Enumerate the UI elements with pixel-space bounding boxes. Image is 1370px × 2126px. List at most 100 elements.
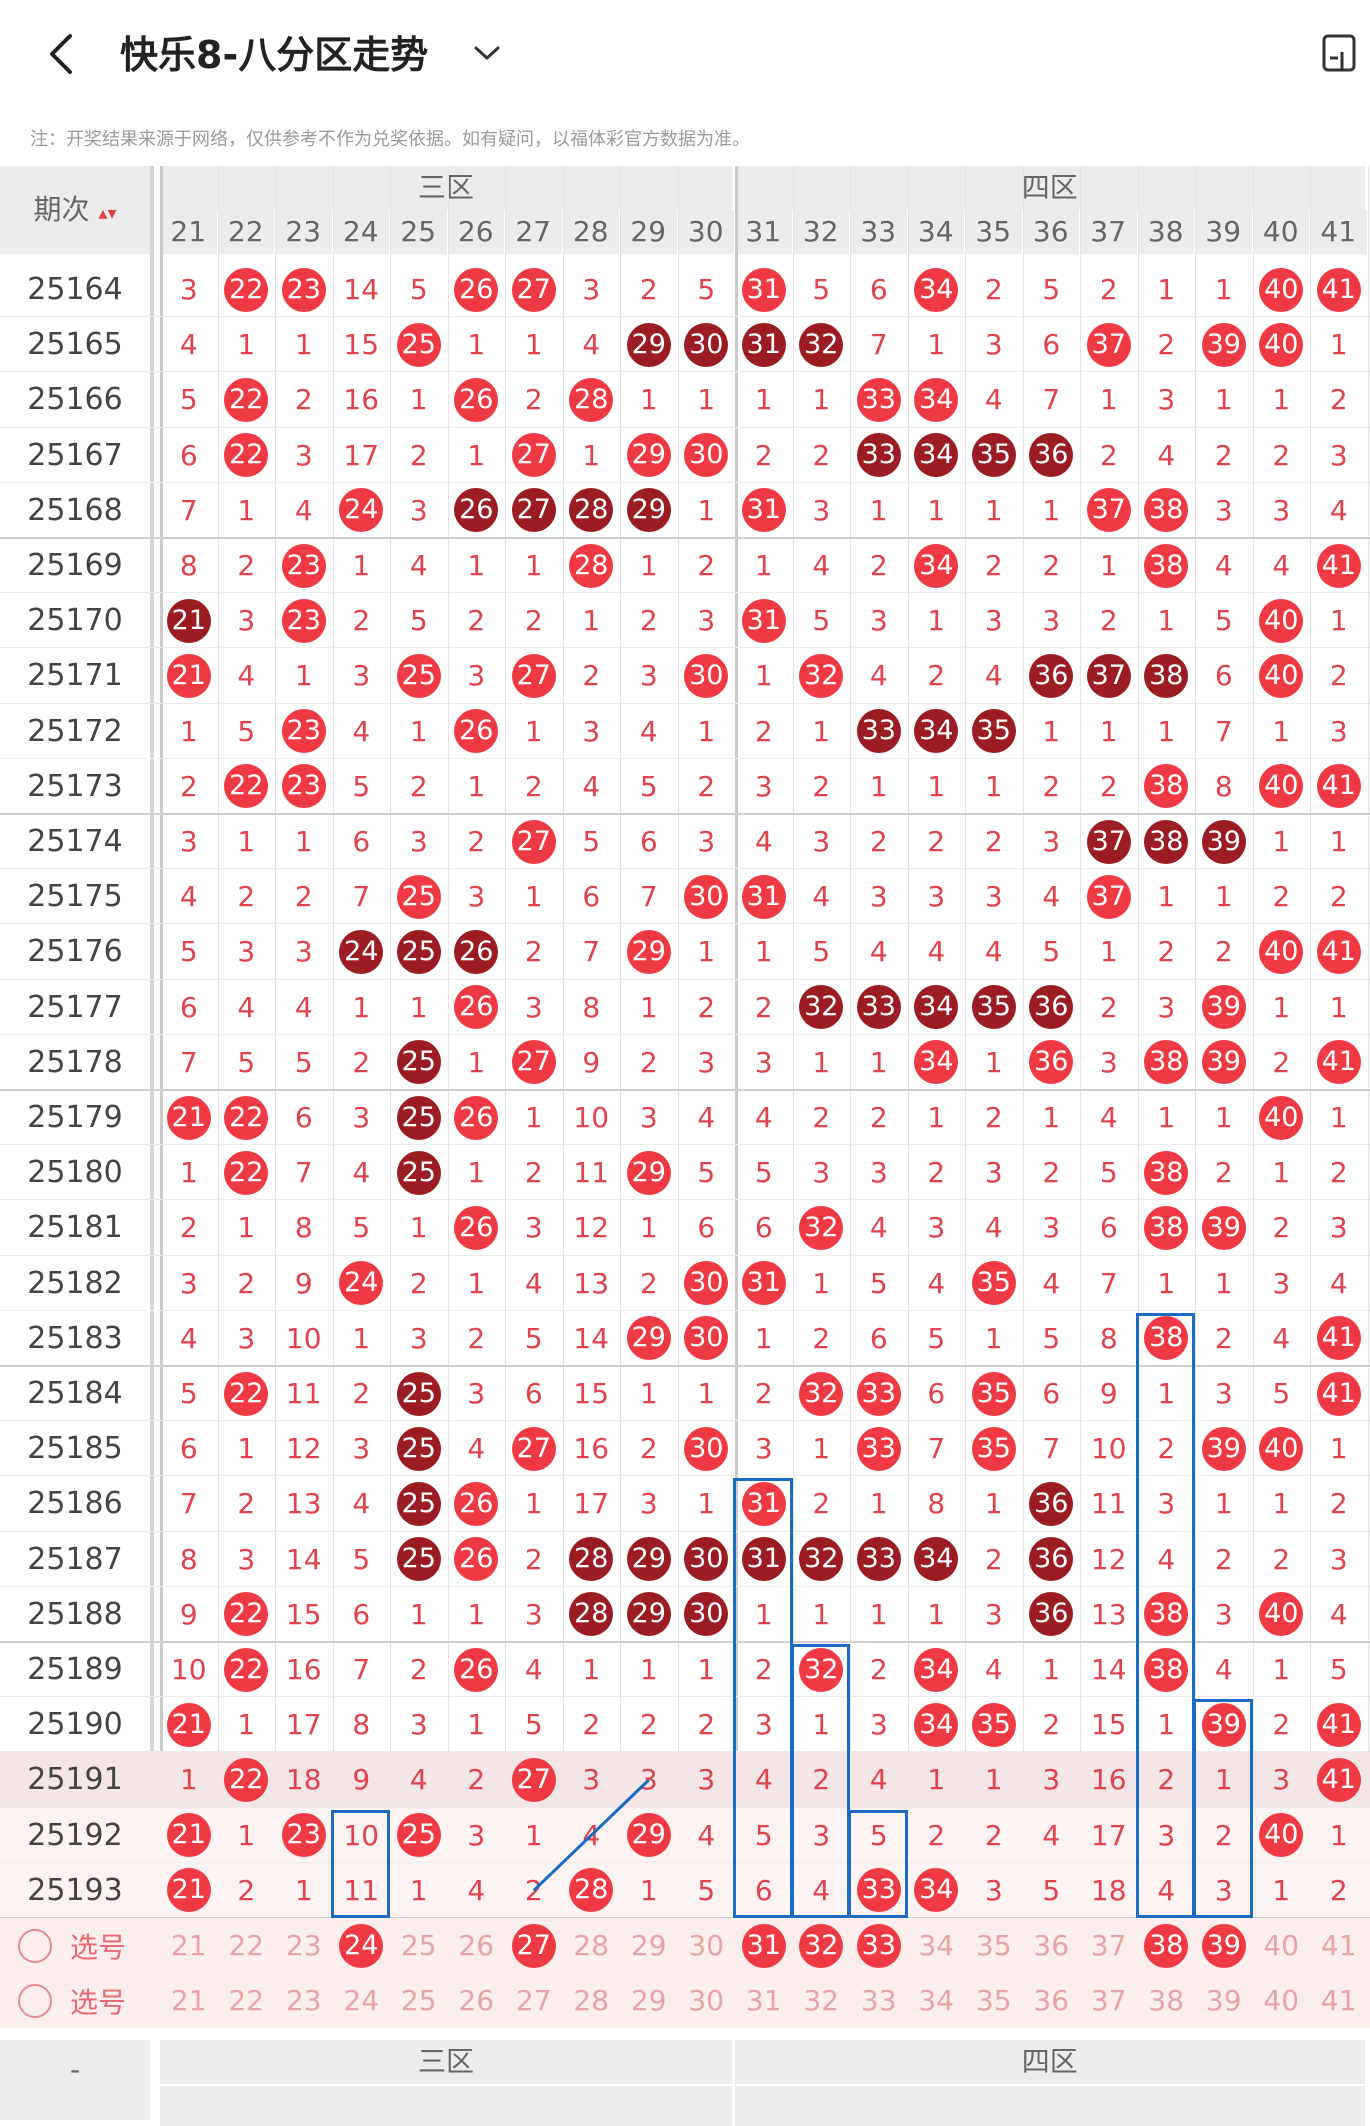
hit-ball: 30 [684, 1537, 729, 1582]
pick-number[interactable]: 21 [170, 1984, 207, 2018]
miss-count: 3 [467, 659, 486, 693]
miss-count: 3 [1272, 1763, 1291, 1797]
picked-ball[interactable]: 33 [856, 1923, 901, 1968]
hit-ball: 30 [684, 1316, 729, 1361]
pick-number[interactable]: 23 [285, 1984, 322, 2018]
pick-number[interactable]: 36 [1033, 1929, 1070, 1962]
hit-ball: 26 [454, 1206, 499, 1250]
issue-number: 25170 [27, 603, 123, 639]
pick-number[interactable]: 40 [1263, 1929, 1300, 1962]
chevron-down-icon[interactable] [470, 38, 504, 68]
pick-row-selector[interactable]: 选号 [0, 1918, 150, 1973]
miss-count: 18 [285, 1763, 322, 1797]
pick-number[interactable]: 27 [515, 1984, 552, 2018]
hit-ball: 41 [1316, 764, 1361, 809]
miss-count: 1 [1329, 990, 1348, 1024]
pick-number[interactable]: 41 [1320, 1929, 1357, 1962]
picked-ball[interactable]: 24 [339, 1923, 384, 1968]
pick-number[interactable]: 34 [918, 1984, 955, 2018]
miss-count: 16 [343, 383, 380, 417]
miss-count: 1 [237, 328, 256, 362]
miss-count: 1 [639, 1653, 658, 1686]
pick-number[interactable]: 26 [458, 1984, 495, 2018]
pick-number[interactable]: 33 [860, 1984, 897, 2018]
pick-number[interactable]: 30 [688, 1929, 725, 1962]
pick-number[interactable]: 24 [343, 1984, 380, 2018]
column-header-26: 26 [447, 210, 504, 254]
pick-number[interactable]: 26 [458, 1929, 495, 1962]
miss-count: 7 [639, 880, 658, 914]
pick-number[interactable]: 32 [803, 1984, 840, 2018]
pick-number[interactable]: 35 [975, 1929, 1012, 1962]
pick-number[interactable]: 38 [1148, 1984, 1185, 2018]
grid-vline [1022, 166, 1024, 2029]
miss-count: 1 [467, 769, 486, 803]
back-arrow-icon[interactable] [40, 30, 84, 78]
picked-ball[interactable]: 39 [1201, 1923, 1246, 1968]
issue-number: 25178 [27, 1044, 123, 1080]
issue-number: 25171 [27, 658, 123, 694]
miss-count: 4 [1042, 1818, 1061, 1852]
pick-number[interactable]: 37 [1090, 1929, 1127, 1962]
pick-number[interactable]: 40 [1263, 1984, 1300, 2018]
miss-count: 7 [294, 1156, 313, 1190]
miss-count: 1 [812, 1597, 831, 1631]
pick-number[interactable]: 21 [170, 1929, 207, 1962]
pick-number[interactable]: 25 [400, 1929, 437, 1962]
pick-number[interactable]: 29 [630, 1929, 667, 1962]
hit-ball: 25 [396, 930, 441, 974]
miss-count: 2 [812, 1763, 831, 1797]
picked-ball[interactable]: 27 [511, 1923, 556, 1968]
miss-count: 3 [754, 769, 773, 803]
pick-number[interactable]: 22 [228, 1984, 265, 2018]
pick-number[interactable]: 28 [573, 1984, 610, 2018]
radio-icon[interactable] [18, 1984, 52, 2019]
pick-number[interactable]: 31 [745, 1984, 782, 2018]
pick-number[interactable]: 39 [1205, 1984, 1242, 2018]
miss-count: 3 [294, 935, 313, 969]
hit-ball: 21 [166, 654, 211, 698]
pick-number[interactable]: 22 [228, 1929, 265, 1962]
pick-row-selector[interactable]: 选号 [0, 1973, 150, 2028]
issue-header[interactable]: 期次 ▴▾ [0, 166, 150, 254]
miss-count: 5 [524, 1708, 543, 1742]
hit-ball: 27 [511, 433, 556, 478]
hit-ball: 27 [511, 819, 556, 864]
pick-number[interactable]: 29 [630, 1984, 667, 2018]
hit-ball: 25 [396, 322, 441, 367]
miss-count: 1 [1329, 1818, 1348, 1852]
miss-count: 4 [1042, 880, 1061, 914]
pick-number[interactable]: 34 [918, 1929, 955, 1962]
pick-number[interactable]: 23 [285, 1929, 322, 1962]
picked-ball[interactable]: 38 [1144, 1923, 1189, 1968]
hit-ball: 21 [166, 1702, 211, 1747]
picked-ball[interactable]: 31 [741, 1923, 786, 1968]
sort-icon[interactable]: ▴▾ [98, 203, 117, 224]
row-divider [0, 371, 1370, 373]
view-toggle-icon[interactable] [1320, 32, 1362, 74]
miss-count: 1 [294, 1873, 313, 1907]
pick-number[interactable]: 35 [975, 1984, 1012, 2018]
picked-ball[interactable]: 32 [799, 1923, 844, 1968]
miss-count: 2 [1272, 880, 1291, 914]
pick-number[interactable]: 28 [573, 1929, 610, 1962]
hit-ball: 25 [396, 1482, 441, 1526]
miss-count: 7 [1042, 1432, 1061, 1466]
hit-ball: 22 [224, 1095, 269, 1140]
miss-count: 2 [467, 604, 486, 638]
miss-count: 2 [352, 604, 371, 638]
pick-number[interactable]: 25 [400, 1984, 437, 2018]
pick-number[interactable]: 41 [1320, 1984, 1357, 2018]
pick-number[interactable]: 30 [688, 1984, 725, 2018]
hit-ball: 38 [1144, 1040, 1189, 1085]
miss-count: 2 [467, 1763, 486, 1797]
miss-count: 4 [869, 1763, 888, 1797]
miss-count: 3 [984, 1873, 1003, 1907]
miss-count: 3 [1214, 1377, 1233, 1410]
miss-count: 2 [1329, 1487, 1348, 1521]
radio-icon[interactable] [18, 1929, 52, 1963]
miss-count: 4 [179, 328, 198, 362]
pick-number[interactable]: 36 [1033, 1984, 1070, 2018]
pick-number[interactable]: 37 [1090, 1984, 1127, 2018]
hit-ball: 33 [856, 985, 901, 1030]
